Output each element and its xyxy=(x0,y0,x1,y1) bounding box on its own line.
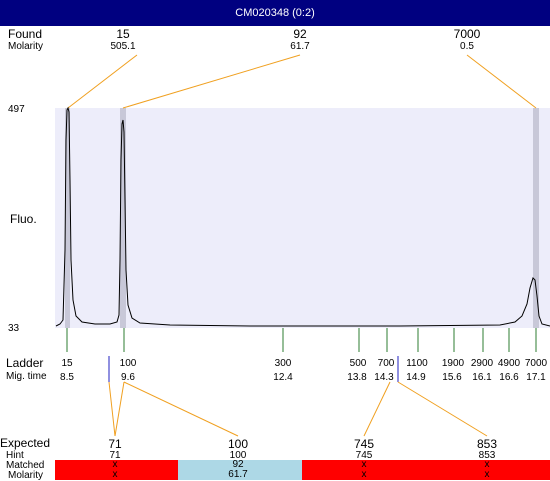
found-peak-value: 7000 xyxy=(453,27,481,41)
expected-leader-lines xyxy=(108,381,488,437)
y-axis-label: Fluo. xyxy=(10,212,37,226)
matched-molarity: 61.7 xyxy=(228,469,248,480)
hint-label: Hint xyxy=(6,450,24,461)
expected-value: 71 xyxy=(108,437,122,451)
ladder-size: 2900 xyxy=(470,358,494,369)
ladder-size: 15 xyxy=(61,358,73,369)
fluorescence-trace xyxy=(55,106,550,327)
y-axis-min: 33 xyxy=(8,323,20,334)
expected-label: Expected xyxy=(0,436,51,450)
found-peak-molarity: 0.5 xyxy=(460,41,474,52)
expected-hint: 100 xyxy=(229,450,247,461)
unmatched-bar xyxy=(55,460,178,480)
window-title: CM020348 (0:2) xyxy=(235,7,315,19)
ladder-time: 8.5 xyxy=(60,372,74,383)
peak-band xyxy=(65,108,70,328)
expected-leader-line xyxy=(123,381,239,437)
ladder-label: Ladder xyxy=(6,356,44,370)
found-peak-value: 15 xyxy=(116,27,130,41)
ladder-size: 1100 xyxy=(406,358,428,369)
expected-leader-line xyxy=(397,381,488,437)
matched-value: x xyxy=(112,459,118,470)
expected-leader-line xyxy=(108,381,116,437)
ladder-time: 14.3 xyxy=(374,372,394,383)
mig-time-label: Mig. time xyxy=(6,371,47,382)
found-peak-molarity: 61.7 xyxy=(290,41,310,52)
expected-hint: 71 xyxy=(109,450,121,461)
peak-band xyxy=(533,108,539,328)
expected-value: 100 xyxy=(227,437,249,451)
matched-bar xyxy=(178,460,302,480)
y-axis-max: 497 xyxy=(8,104,25,115)
found-molarity-label: Molarity xyxy=(8,41,44,52)
ladder-time: 16.6 xyxy=(499,372,519,383)
ladder-size: 500 xyxy=(349,358,367,369)
ladder-time: 13.8 xyxy=(347,372,367,383)
matched-value: 92 xyxy=(232,459,244,470)
ladder-size: 300 xyxy=(274,358,292,369)
found-peak-molarity: 505.1 xyxy=(110,41,136,52)
found-leader-line xyxy=(466,54,537,109)
matched-value: x xyxy=(484,459,490,470)
ladder-time: 12.4 xyxy=(273,372,293,383)
ladder-size: 700 xyxy=(377,358,395,369)
expected-leader-line xyxy=(363,381,391,437)
expected-leader-line xyxy=(114,381,125,437)
ladder-time: 16.1 xyxy=(472,372,492,383)
ladder-size: 100 xyxy=(119,358,137,369)
ladder-time: 14.9 xyxy=(406,372,426,383)
ladder-size: 7000 xyxy=(524,358,548,369)
ladder-time: 9.6 xyxy=(121,372,135,383)
ladder-time: 15.6 xyxy=(442,372,462,383)
matched-molarity: x xyxy=(361,469,367,480)
matched-value: x xyxy=(361,459,367,470)
ladder-size: 4900 xyxy=(497,358,521,369)
ladder-ticks xyxy=(66,328,537,352)
ladder-time: 17.1 xyxy=(526,372,546,383)
matched-molarity: x xyxy=(112,469,118,480)
expected-molarity-label: Molarity xyxy=(8,470,44,481)
found-leader-line xyxy=(67,54,138,109)
expected-value: 853 xyxy=(476,437,498,451)
found-leader-line xyxy=(122,54,301,109)
expected-value: 745 xyxy=(353,437,375,451)
ladder-size: 1900 xyxy=(441,358,465,369)
expected-hint: 745 xyxy=(355,450,373,461)
peak-band xyxy=(120,108,126,328)
matched-label: Matched xyxy=(6,460,45,471)
found-peak-value: 92 xyxy=(293,27,307,41)
found-label: Found xyxy=(8,27,43,41)
plot-area xyxy=(55,108,550,328)
unmatched-bar xyxy=(302,460,550,480)
expected-hint: 853 xyxy=(478,450,496,461)
window-title-bar: CM020348 (0:2) xyxy=(0,0,550,26)
matched-molarity: x xyxy=(484,469,490,480)
